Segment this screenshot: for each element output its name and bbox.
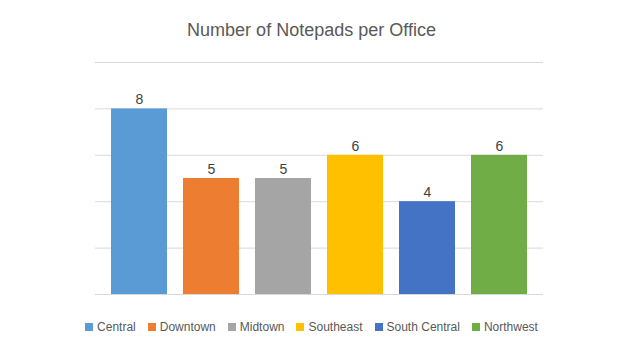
html-text:Downtown: Downtown bbox=[159, 320, 216, 334]
html-text:Midtown: Midtown bbox=[239, 320, 285, 334]
svg-text:5: 5 bbox=[280, 161, 288, 177]
svg-text:4: 4 bbox=[424, 184, 432, 200]
html-text:Central: Central bbox=[97, 320, 136, 334]
html-text:Southeast: Southeast bbox=[308, 320, 363, 334]
html-text:Northwest: Northwest bbox=[483, 320, 538, 334]
svg-text:6: 6 bbox=[352, 138, 360, 154]
svg-text:8: 8 bbox=[136, 91, 144, 107]
svg-text:5: 5 bbox=[208, 161, 216, 177]
html-text:South Central: South Central bbox=[386, 320, 460, 334]
svg-text:6: 6 bbox=[496, 138, 504, 154]
html-text:Number of Notepads per Office: Number of Notepads per Office bbox=[187, 20, 436, 40]
